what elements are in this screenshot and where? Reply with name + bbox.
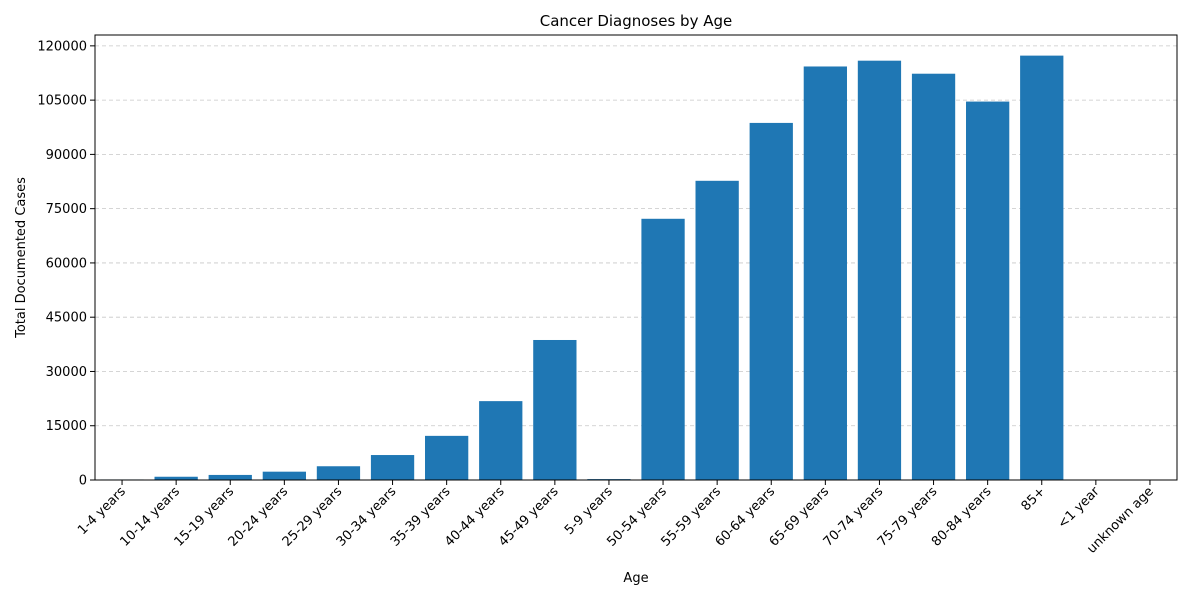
bar [857,60,902,481]
bar [262,471,306,480]
y-tick-label: 75000 [46,202,87,217]
y-tick-label: 120000 [37,39,87,54]
plot-frame [94,34,1178,481]
y-axis: 0 15000 30000 45000 60000 75000 90000 105000 120… [37,39,95,489]
bar [370,455,415,480]
x-tick-label: 5-9 years [562,484,616,538]
y-tick-label: 60000 [46,256,87,271]
x-tick-label: 1-4 years [75,484,129,538]
chart-title: Cancer Diagnoses by Age [540,12,733,30]
bar [911,73,956,481]
bar [154,476,198,480]
bar [425,435,469,480]
y-axis-label: Total Documented Cases [14,177,29,339]
y-tick-label: 30000 [46,365,87,380]
y-tick-label: 90000 [46,148,87,163]
y-tick-label: 45000 [46,311,87,326]
bar [749,122,793,480]
y-tick-label: 15000 [46,419,87,434]
y-tick-label: 105000 [37,94,87,109]
bar [479,401,523,480]
bar [641,218,685,480]
bar [208,474,252,480]
bar-layer [100,55,1172,481]
bar [533,339,577,480]
bar [803,66,847,480]
x-tick-label: <1 year [1055,484,1103,532]
bar [316,466,361,480]
bar [1020,55,1064,481]
x-tick-label: 85+ [1019,484,1049,514]
bar [966,101,1010,481]
bar [695,180,739,480]
x-axis-label: Age [623,571,648,586]
y-tick-label: 0 [79,474,87,489]
grid-layer [95,45,1177,427]
